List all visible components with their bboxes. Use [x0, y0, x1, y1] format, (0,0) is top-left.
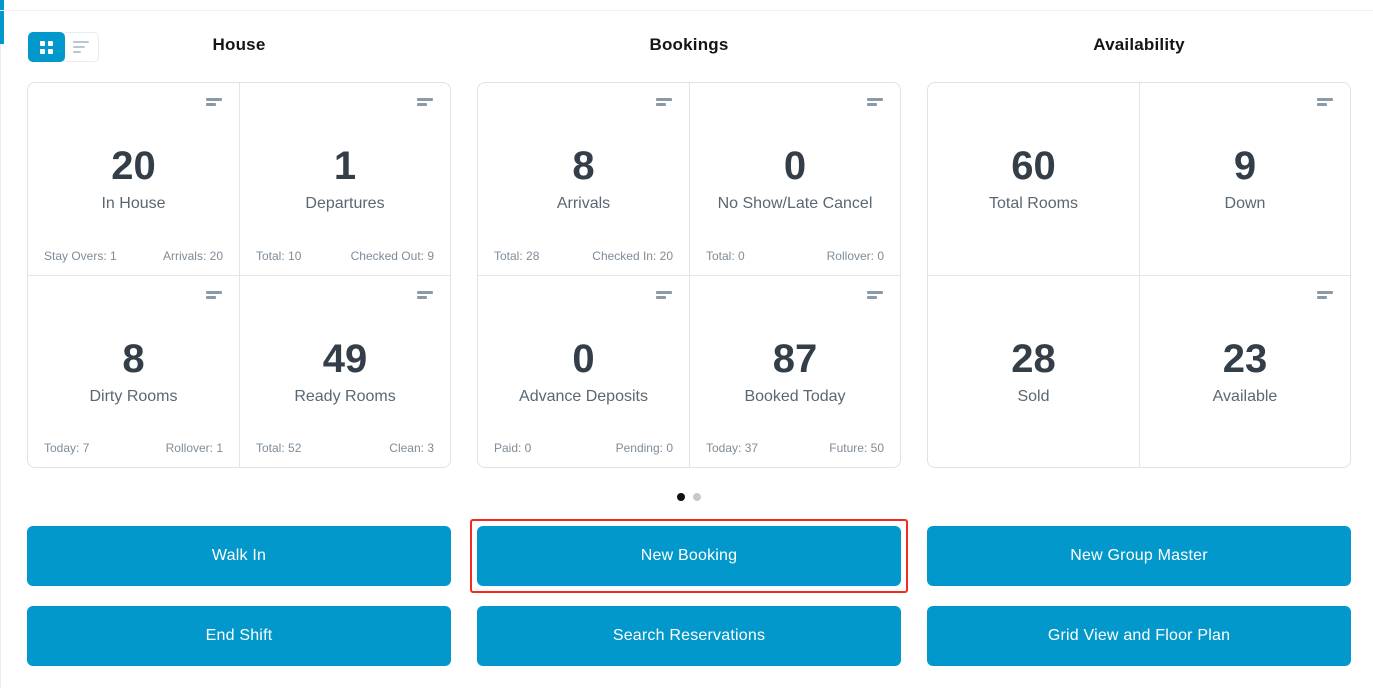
section-title-bookings: Bookings	[649, 35, 729, 54]
walk-in-button[interactable]: Walk In	[27, 526, 451, 586]
metric-label: Advance Deposits	[519, 387, 648, 405]
metric-label: Dirty Rooms	[89, 387, 178, 405]
card-stats: Paid: 0 Pending: 0	[494, 441, 673, 455]
view-toggle	[28, 32, 99, 62]
stat-left: Total: 28	[494, 249, 540, 263]
stat-right: Rollover: 0	[826, 249, 884, 263]
panel-availability: 60 Total Rooms 9 Down 28 Sold 23 Availab…	[927, 82, 1351, 468]
card-down[interactable]: 9 Down	[1139, 83, 1350, 275]
search-reservations-button[interactable]: Search Reservations	[477, 606, 901, 666]
page-left-border	[0, 0, 1, 688]
card-menu-icon[interactable]	[656, 98, 672, 106]
metric-value: 1	[333, 144, 357, 188]
card-booked-today[interactable]: 87 Booked Today Today: 37 Future: 50	[689, 275, 900, 467]
card-arrivals[interactable]: 8 Arrivals Total: 28 Checked In: 20	[478, 83, 689, 275]
list-view-button[interactable]	[62, 32, 99, 62]
carousel-dot-2[interactable]	[693, 493, 701, 501]
card-available[interactable]: 23 Available	[1139, 275, 1350, 467]
top-divider	[0, 10, 1373, 11]
card-dirty-rooms[interactable]: 8 Dirty Rooms Today: 7 Rollover: 1	[28, 275, 239, 467]
grid-view-floor-plan-button[interactable]: Grid View and Floor Plan	[927, 606, 1351, 666]
metric-value: 9	[1233, 144, 1257, 188]
action-buttons: Walk In New Booking New Group Master End…	[27, 519, 1351, 666]
metric-label: No Show/Late Cancel	[717, 195, 873, 212]
card-stats: Stay Overs: 1 Arrivals: 20	[44, 249, 223, 263]
metric-value: 20	[111, 144, 156, 188]
metric-label: Down	[1224, 195, 1266, 212]
stat-right: Rollover: 1	[165, 441, 223, 455]
card-departures[interactable]: 1 Departures Total: 10 Checked Out: 9	[239, 83, 450, 275]
metric-label: In House	[101, 195, 166, 212]
section-title-availability: Availability	[1093, 35, 1185, 54]
new-group-master-button[interactable]: New Group Master	[927, 526, 1351, 586]
metric-value: 60	[1011, 144, 1056, 188]
new-booking-cell: New Booking	[470, 519, 908, 593]
stat-right: Pending: 0	[615, 441, 673, 455]
card-stats: Total: 52 Clean: 3	[256, 441, 434, 455]
metric-label: Ready Rooms	[294, 387, 396, 405]
stat-left: Stay Overs: 1	[44, 249, 117, 263]
card-menu-icon[interactable]	[206, 291, 222, 299]
list-view-icon	[72, 41, 89, 53]
stat-left: Total: 10	[256, 249, 302, 263]
metric-value: 8	[572, 144, 595, 188]
metric-label: Available	[1212, 387, 1278, 405]
stat-right: Clean: 3	[389, 441, 434, 455]
card-stats: Total: 0 Rollover: 0	[706, 249, 884, 263]
dashboard: House Bookings Availability 20 In House …	[27, 0, 1351, 666]
stat-left: Today: 7	[44, 441, 90, 455]
panel-house: 20 In House Stay Overs: 1 Arrivals: 20 1…	[27, 82, 451, 468]
card-menu-icon[interactable]	[1317, 291, 1333, 299]
card-stats: Total: 10 Checked Out: 9	[256, 249, 434, 263]
metric-value: 0	[783, 144, 807, 188]
stat-right: Checked In: 20	[592, 249, 673, 263]
card-advance-deposits[interactable]: 0 Advance Deposits Paid: 0 Pending: 0	[478, 275, 689, 467]
carousel-pagination	[27, 493, 1351, 501]
card-total-rooms[interactable]: 60 Total Rooms	[928, 83, 1139, 275]
metric-value: 0	[572, 336, 595, 381]
metric-label: Departures	[305, 195, 385, 212]
metric-panels: 20 In House Stay Overs: 1 Arrivals: 20 1…	[27, 82, 1351, 468]
section-title-house: House	[212, 35, 266, 54]
card-in-house[interactable]: 20 In House Stay Overs: 1 Arrivals: 20	[28, 83, 239, 275]
metric-value: 23	[1222, 336, 1268, 381]
stat-left: Total: 0	[706, 249, 745, 263]
card-stats: Total: 28 Checked In: 20	[494, 249, 673, 263]
stat-left: Paid: 0	[494, 441, 532, 455]
card-no-show-late-cancel[interactable]: 0 No Show/Late Cancel Total: 0 Rollover:…	[689, 83, 900, 275]
card-stats: Today: 37 Future: 50	[706, 441, 884, 455]
card-sold[interactable]: 28 Sold	[928, 275, 1139, 467]
left-accent-bar	[0, 0, 4, 44]
card-menu-icon[interactable]	[867, 98, 883, 106]
new-booking-highlight-box: New Booking	[470, 519, 908, 593]
card-stats: Today: 7 Rollover: 1	[44, 441, 223, 455]
card-ready-rooms[interactable]: 49 Ready Rooms Total: 52 Clean: 3	[239, 275, 450, 467]
stat-left: Today: 37	[706, 441, 759, 455]
metric-value: 8	[122, 336, 145, 381]
section-header-row: House Bookings Availability	[27, 32, 1351, 62]
metric-value: 28	[1011, 336, 1056, 381]
metric-label: Total Rooms	[989, 195, 1078, 212]
panel-bookings: 8 Arrivals Total: 28 Checked In: 20 0 No…	[477, 82, 901, 468]
metric-value: 87	[772, 336, 818, 381]
card-menu-icon[interactable]	[867, 291, 883, 299]
metric-label: Sold	[1017, 387, 1050, 405]
card-menu-icon[interactable]	[417, 291, 433, 299]
metric-label: Booked Today	[744, 387, 846, 405]
end-shift-button[interactable]: End Shift	[27, 606, 451, 666]
carousel-dot-1[interactable]	[677, 493, 685, 501]
stat-right: Checked Out: 9	[350, 249, 434, 263]
card-menu-icon[interactable]	[1317, 98, 1333, 106]
stat-right: Arrivals: 20	[162, 249, 223, 263]
card-menu-icon[interactable]	[417, 98, 433, 106]
stat-right: Future: 50	[829, 441, 884, 455]
stat-left: Total: 52	[256, 441, 302, 455]
grid-view-button[interactable]	[28, 32, 65, 62]
card-menu-icon[interactable]	[656, 291, 672, 299]
grid-view-icon	[40, 40, 53, 54]
new-booking-button[interactable]: New Booking	[477, 526, 901, 586]
metric-label: Arrivals	[556, 195, 611, 212]
metric-value: 49	[322, 336, 368, 381]
card-menu-icon[interactable]	[206, 98, 222, 106]
